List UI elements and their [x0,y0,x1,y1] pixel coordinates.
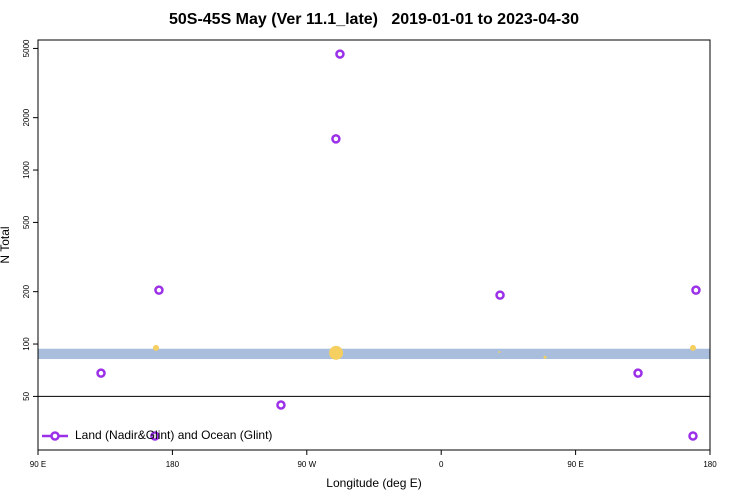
scatter-point [335,49,345,59]
y-tick-label: 200 [22,284,31,298]
y-tick-label: 2000 [22,108,31,126]
highlight-point [329,345,344,360]
y-tick-label: 50 [22,391,31,400]
x-tick-label: 180 [166,460,180,469]
scatter-point [688,431,698,441]
x-tick-label: 180 [703,460,717,469]
x-tick-label: 0 [439,460,444,469]
highlight-point [543,355,547,359]
y-tick-label: 100 [22,337,31,351]
scatter-point [495,290,505,300]
y-tick-label: 1000 [22,161,31,179]
x-tick-label: 90 W [297,460,316,469]
plot-frame [37,39,711,451]
highlight-point [689,344,696,351]
y-tick-label: 500 [22,215,31,229]
scatter-point [691,285,701,295]
highlight-point [498,350,501,353]
chart-title: 50S-45S May (Ver 11.1_late) 2019-01-01 t… [169,11,579,28]
scatter-point [96,368,106,378]
legend-label: Land (Nadir&Glint) and Ocean (Glint) [75,428,272,442]
x-tick-label: 90 E [567,460,583,469]
scatter-point [154,285,164,295]
scatter-point [331,134,341,144]
y-axis-label: N Total [0,226,12,263]
highlight-point [152,344,159,351]
x-tick-label: 90 E [30,460,46,469]
scatter-point [276,400,286,410]
scatter-point [633,368,643,378]
scatter-point [150,431,160,441]
legend-marker [50,431,60,441]
band [38,348,710,360]
x-axis-label: Longitude (deg E) [326,476,421,490]
y-tick-label: 5000 [22,39,31,57]
